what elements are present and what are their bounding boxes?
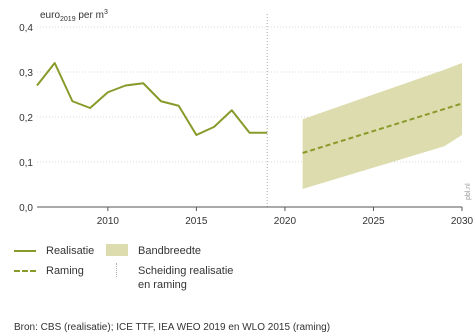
- legend-label-realisatie: Realisatie: [46, 245, 95, 257]
- y-tick-label: 0,2: [19, 113, 33, 124]
- legend-item-realisatie: Realisatie: [14, 244, 94, 258]
- x-tick-label: 2015: [185, 216, 208, 227]
- band-area: [302, 63, 462, 189]
- watermark: pbl.nl: [465, 183, 472, 200]
- legend-separator-symbol: [106, 263, 128, 277]
- y-tick-label: 0,3: [19, 68, 33, 79]
- legend-label-bandbreedte: Bandbreedte: [138, 245, 201, 257]
- y-tick-label: 0,0: [19, 203, 33, 214]
- y-tick-label: 0,1: [19, 158, 33, 169]
- series-layer: [36, 62, 463, 154]
- legend-item-raming: Raming: [14, 264, 84, 278]
- legend-label-scheiding: Scheiding realisatie en raming: [138, 265, 234, 291]
- y-axis-label-group: euro2019 per m3: [40, 9, 108, 23]
- legend-item-scheiding: Scheiding realisatie en raming: [106, 263, 234, 292]
- axes-layer: 0,0 0,1 0,2 0,3 0,4 2010 2015 2020 2025 2030: [19, 23, 473, 227]
- series-line-raming: [302, 102, 463, 154]
- band-layer: [302, 63, 462, 189]
- y-axis-label: euro2019 per m3: [40, 9, 108, 23]
- x-tick-label: 2020: [274, 216, 297, 227]
- legend-item-bandbreedte: Bandbreedte: [106, 244, 201, 258]
- x-tick-label: 2010: [97, 216, 120, 227]
- series-line-realisatie: [36, 62, 268, 136]
- source-note: Bron: CBS (realisatie); ICE TTF, IEA WEO…: [14, 322, 331, 333]
- x-tick-label: 2025: [362, 216, 385, 227]
- legend-label-raming: Raming: [46, 265, 84, 277]
- x-tick-label: 2030: [451, 216, 474, 227]
- legend-line-symbol: [14, 244, 36, 256]
- y-tick-label: 0,4: [19, 23, 33, 34]
- legend-band-symbol: [106, 244, 128, 256]
- legend-dash-symbol: [14, 264, 36, 276]
